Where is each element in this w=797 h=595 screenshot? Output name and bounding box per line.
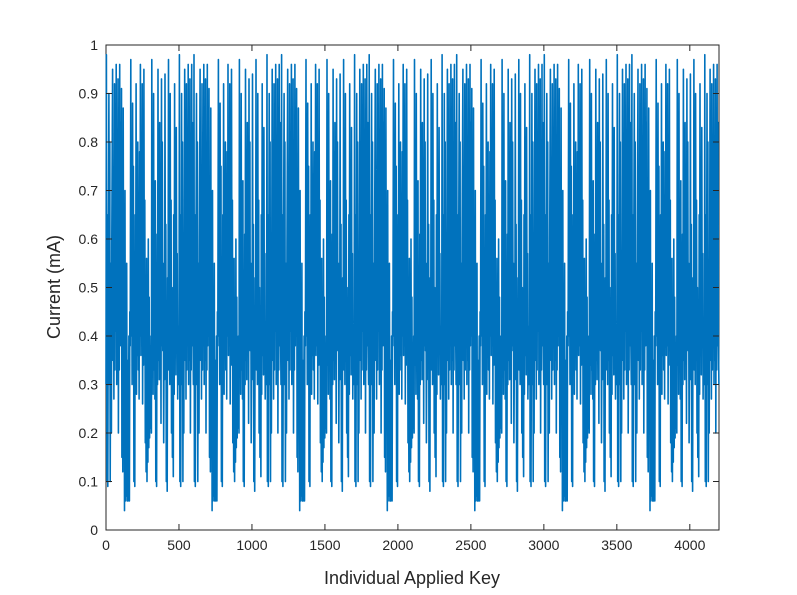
y-tick-label: 0.3 xyxy=(79,377,99,393)
y-tick-label: 0.4 xyxy=(79,328,99,344)
y-tick-label: 0.2 xyxy=(79,425,99,441)
x-tick-label: 500 xyxy=(167,537,191,553)
x-tick-label: 2500 xyxy=(455,537,486,553)
y-tick-label: 0.1 xyxy=(79,474,99,490)
x-tick-label: 4000 xyxy=(674,537,705,553)
y-tick-label: 1 xyxy=(90,37,98,53)
x-tick-label: 1000 xyxy=(236,537,267,553)
x-tick-label: 0 xyxy=(102,537,110,553)
y-tick-label: 0.5 xyxy=(79,280,99,296)
x-tick-label: 2000 xyxy=(382,537,413,553)
x-axis-ticks: 0 500 1000 1500 2000 2500 3000 3500 4000 xyxy=(102,45,706,553)
y-axis-title: Current (mA) xyxy=(44,235,64,339)
series-layer xyxy=(105,53,720,512)
y-tick-label: 0 xyxy=(90,522,98,538)
y-tick-label: 0.7 xyxy=(79,183,99,199)
series-line xyxy=(105,53,720,512)
x-tick-label: 3000 xyxy=(528,537,559,553)
y-axis-ticks: 0 0.1 0.2 0.3 0.4 0.5 0.6 0.7 0.8 0.9 1 xyxy=(79,37,719,538)
y-tick-label: 0.6 xyxy=(79,231,99,247)
x-tick-label: 1500 xyxy=(309,537,340,553)
y-tick-label: 0.9 xyxy=(79,86,99,102)
x-tick-label: 3500 xyxy=(601,537,632,553)
x-axis-title: Individual Applied Key xyxy=(324,568,500,588)
y-tick-label: 0.8 xyxy=(79,134,99,150)
